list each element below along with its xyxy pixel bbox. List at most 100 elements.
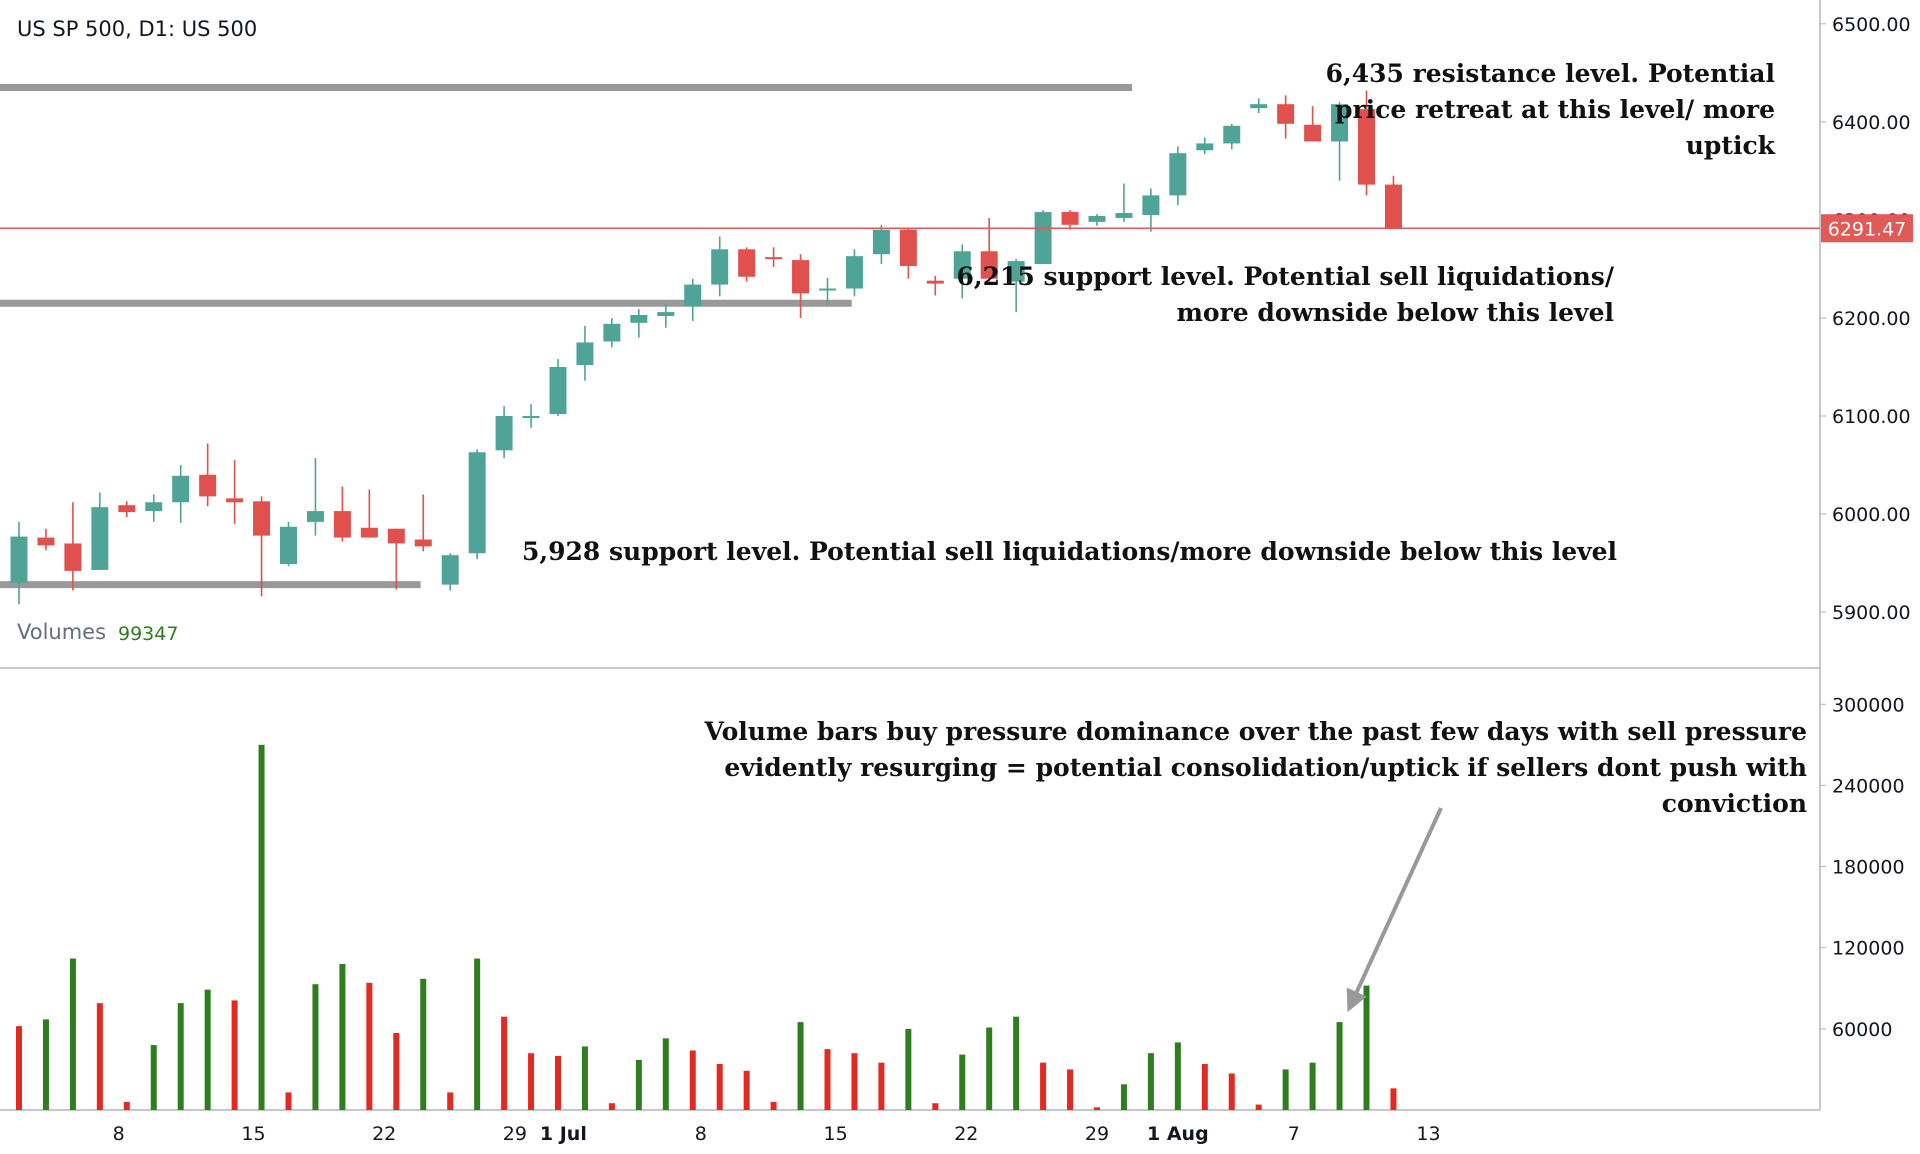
candle-body <box>657 312 675 316</box>
volume-bar <box>716 1064 723 1110</box>
candle-body <box>765 257 783 260</box>
candle <box>1169 146 1187 206</box>
date-tick-label: 15 <box>241 1123 265 1145</box>
date-tick-label: 13 <box>1416 1123 1440 1145</box>
volume-bar <box>1040 1062 1047 1110</box>
volume-bar <box>231 1000 238 1110</box>
candle-body <box>684 284 702 307</box>
candle-body <box>226 498 244 503</box>
candle-body <box>145 502 163 512</box>
volume-bar <box>581 1046 588 1110</box>
volume-bar <box>1363 985 1370 1110</box>
volume-bar <box>1255 1104 1262 1110</box>
candle-body <box>872 229 890 255</box>
candle-body <box>172 475 190 503</box>
volume-bar <box>1228 1073 1235 1110</box>
volume-bar <box>339 963 346 1110</box>
volume-bar <box>824 1049 831 1110</box>
volume-axis[interactable]: 60000 120000 180000 240000 300000 <box>1820 694 1905 1041</box>
volume-bar <box>1094 1107 1100 1110</box>
volume-bar <box>447 1092 454 1110</box>
candle-body <box>10 536 28 583</box>
volume-bar <box>16 1026 22 1110</box>
price-tick-label: 5900.00 <box>1832 602 1911 624</box>
volume-bar <box>932 1103 939 1110</box>
annotation-arrow <box>1346 807 1443 1013</box>
date-tick-label: 29 <box>503 1123 527 1145</box>
candlestick-series <box>10 90 1402 605</box>
volume-bar <box>878 1062 885 1110</box>
price-tick-label: 6100.00 <box>1832 406 1911 428</box>
candle <box>872 224 890 265</box>
candle-body <box>576 342 594 366</box>
candle-body <box>899 229 917 266</box>
candle <box>684 278 702 321</box>
candle <box>899 227 917 279</box>
candle-body <box>306 511 324 522</box>
candle-body <box>926 280 944 284</box>
candle <box>657 303 675 328</box>
candle-body <box>387 528 405 544</box>
candle-body <box>118 505 136 513</box>
annotation-line: price retreat at this level/ more <box>1335 95 1775 124</box>
candle <box>414 494 432 552</box>
symbol-label[interactable]: US SP 500, D1: US 500 <box>17 17 257 41</box>
time-axis[interactable]: 8 15 22 29 1 Jul 8 15 22 29 1 Aug 7 13 <box>113 1123 1441 1145</box>
candle-body <box>495 415 513 451</box>
candle-body <box>414 539 432 547</box>
candle <box>495 406 513 459</box>
candle <box>819 277 836 307</box>
candle-body <box>64 543 82 571</box>
volume-bar <box>1282 1069 1289 1110</box>
price-tick-label: 6000.00 <box>1832 504 1911 526</box>
current-price-line: 6291.47 <box>0 214 1913 243</box>
candle <box>253 496 271 597</box>
candle-body <box>819 288 836 291</box>
candle <box>468 449 486 560</box>
candle <box>953 244 971 299</box>
annotation-line: 5,928 support level. Potential sell liqu… <box>522 537 1617 566</box>
volume-bar <box>555 1055 561 1110</box>
candle <box>1061 210 1079 230</box>
candle <box>1223 123 1241 150</box>
volume-bar <box>986 1027 993 1110</box>
candle-body <box>37 537 55 546</box>
volume-bar <box>204 989 211 1110</box>
volume-bar <box>1067 1069 1074 1110</box>
volume-bar <box>528 1053 535 1110</box>
date-tick-label: 22 <box>372 1123 396 1145</box>
candle <box>926 275 944 296</box>
candle-body <box>792 260 810 294</box>
candle-body <box>280 526 297 565</box>
volume-bar <box>366 982 373 1110</box>
candle-body <box>91 507 109 570</box>
candle-body <box>630 314 648 323</box>
candle <box>118 501 136 517</box>
candle <box>145 494 163 522</box>
volume-tick-label: 300000 <box>1832 694 1905 716</box>
date-tick-label: 8 <box>113 1123 125 1145</box>
annotation-support-6215: 6,215 support level. Potential sell liqu… <box>956 262 1614 327</box>
price-axis[interactable]: 5900.006000.006100.006200.006300.006400.… <box>1820 14 1911 624</box>
volume-bar <box>474 958 481 1110</box>
volume-bar <box>1201 1064 1208 1110</box>
volume-bar <box>96 1003 103 1110</box>
candle <box>1331 102 1349 181</box>
candle <box>1304 106 1322 142</box>
candle-body <box>199 474 217 497</box>
volume-bar <box>662 1038 669 1110</box>
date-tick-label: 22 <box>954 1123 978 1145</box>
candle-body <box>738 249 756 277</box>
date-tick-label: 1 Aug <box>1147 1123 1209 1145</box>
candle <box>226 460 244 524</box>
candle-body <box>1358 109 1375 185</box>
candle-body <box>360 527 378 538</box>
candle <box>549 359 567 416</box>
candle <box>1115 183 1133 222</box>
volume-bar <box>123 1101 130 1110</box>
annotation-line: evidently resurging = potential consolid… <box>724 753 1807 782</box>
volume-bar <box>608 1103 615 1110</box>
candle <box>1142 188 1160 232</box>
volume-bar <box>1120 1084 1127 1110</box>
